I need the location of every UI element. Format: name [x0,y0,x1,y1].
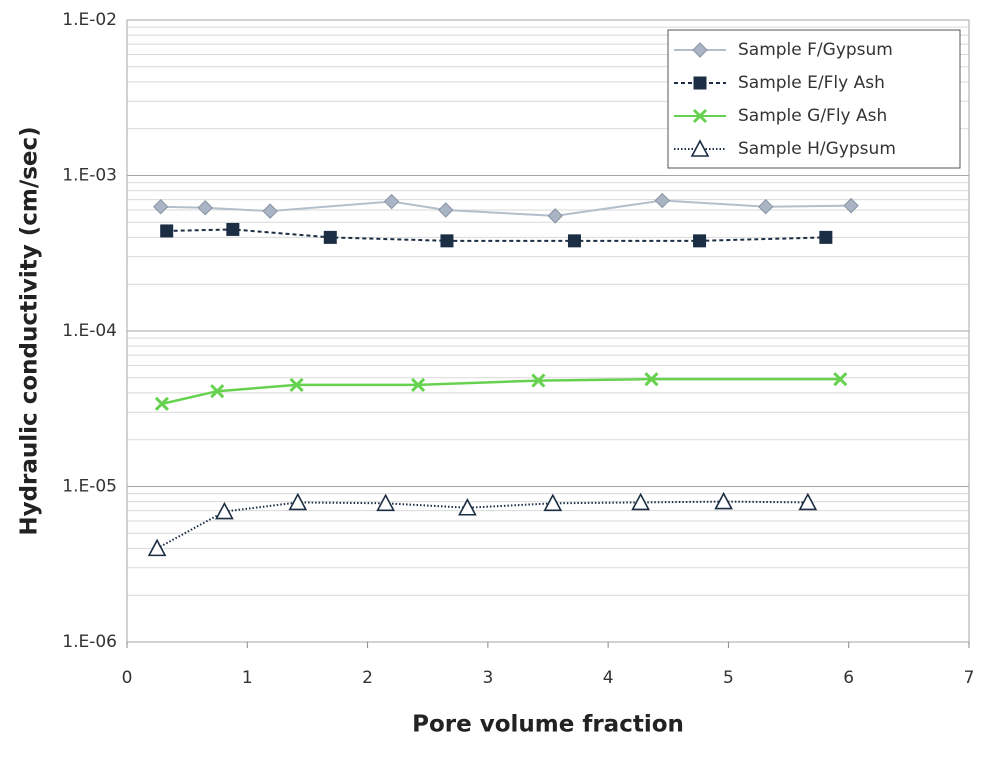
marker [152,198,169,215]
marker [383,193,400,210]
legend-box [667,29,961,169]
legend-marker [692,42,708,58]
x-tick-label: 5 [723,668,734,688]
x-axis-title: Pore volume fraction [412,712,684,738]
x-tick-label: 4 [603,668,614,688]
y-tick-label: 1.E-04 [62,321,117,341]
marker [543,493,563,512]
marker [262,203,278,219]
marker [693,234,707,248]
marker [323,230,337,244]
plot-border [126,19,970,643]
marker [547,208,563,224]
marker [714,491,733,510]
marker [833,372,848,387]
marker [631,492,650,511]
marker [440,234,454,248]
marker [654,192,670,209]
marker [531,373,546,388]
marker [154,396,169,411]
y-axis-title: Hydraulic conductivity (cm/sec) [17,126,43,535]
legend-label: Sample F/Gypsum [738,40,893,60]
marker [160,224,174,238]
x-tick-label: 1 [242,668,253,688]
x-tick-label: 2 [362,668,373,688]
marker [758,198,774,215]
marker [376,493,395,512]
legend-marker [692,108,708,124]
marker [147,538,167,557]
y-tick-label: 1.E-03 [62,166,117,186]
marker [289,377,304,392]
marker [644,372,659,387]
marker [819,230,833,244]
marker [458,498,477,516]
marker [215,501,234,520]
x-tick-label: 7 [964,668,975,688]
marker [197,200,213,216]
marker [843,197,859,214]
legend-label: Sample G/Fly Ash [738,106,887,126]
x-tick-label: 6 [843,668,854,688]
y-tick-label: 1.E-02 [62,10,117,30]
x-tick-label: 3 [482,668,493,688]
marker [411,377,426,392]
y-tick-label: 1.E-05 [62,477,117,497]
legend-label: Sample H/Gypsum [738,139,896,159]
marker [798,492,818,511]
x-tick-label: 0 [122,668,133,688]
marker [288,492,308,511]
legend-marker [690,139,710,157]
marker [438,202,454,218]
marker [226,222,240,236]
legend-marker [693,76,707,90]
marker [210,384,225,399]
marker [567,234,581,248]
legend-label: Sample E/Fly Ash [738,73,885,93]
y-tick-label: 1.E-06 [62,632,117,652]
